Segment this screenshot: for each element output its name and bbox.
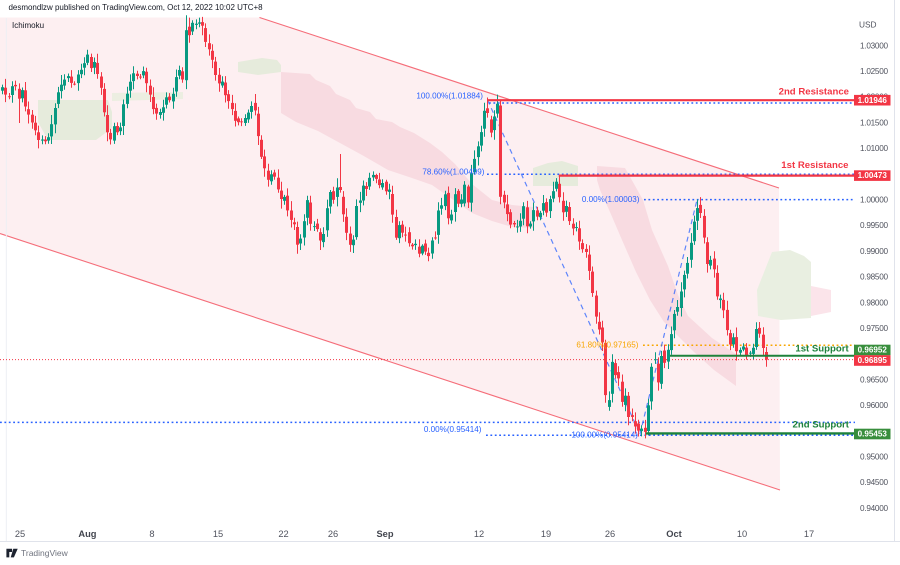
svg-text:1.03000: 1.03000: [860, 41, 889, 50]
svg-text:0.94500: 0.94500: [860, 478, 889, 487]
svg-text:26: 26: [328, 529, 338, 539]
svg-text:0.94000: 0.94000: [860, 504, 889, 513]
svg-text:1.01500: 1.01500: [860, 118, 889, 127]
svg-text:100.00%(1.01884): 100.00%(1.01884): [416, 92, 483, 101]
svg-text:15: 15: [213, 529, 223, 539]
svg-text:2nd Support: 2nd Support: [793, 420, 850, 431]
svg-text:Aug: Aug: [78, 529, 96, 539]
svg-text:61.80%(0.97165): 61.80%(0.97165): [576, 341, 638, 350]
svg-text:10: 10: [737, 529, 747, 539]
svg-text:17: 17: [804, 529, 814, 539]
svg-text:0.96500: 0.96500: [860, 375, 889, 384]
svg-text:8: 8: [149, 529, 154, 539]
svg-text:0.98000: 0.98000: [860, 298, 889, 307]
svg-text:78.60%(1.00499): 78.60%(1.00499): [422, 168, 484, 177]
svg-text:1st Support: 1st Support: [795, 344, 849, 355]
svg-text:0.96952: 0.96952: [858, 346, 888, 355]
svg-text:0.96000: 0.96000: [860, 401, 889, 410]
svg-text:Oct: Oct: [666, 529, 682, 539]
svg-text:1st Resistance: 1st Resistance: [781, 160, 848, 171]
svg-text:0.99000: 0.99000: [860, 247, 889, 256]
svg-text:2nd Resistance: 2nd Resistance: [779, 87, 849, 98]
svg-text:1.02500: 1.02500: [860, 67, 889, 76]
svg-text:1.00000: 1.00000: [860, 195, 889, 204]
svg-text:25: 25: [15, 529, 25, 539]
svg-text:Sep: Sep: [376, 529, 393, 539]
svg-text:1.01946: 1.01946: [858, 96, 888, 105]
svg-text:12: 12: [474, 529, 484, 539]
svg-text:26: 26: [605, 529, 615, 539]
svg-text:0.98500: 0.98500: [860, 273, 889, 282]
svg-text:1.01000: 1.01000: [860, 144, 889, 153]
svg-text:0.99500: 0.99500: [860, 221, 889, 230]
svg-text:0.95453: 0.95453: [858, 430, 888, 439]
svg-text:USD: USD: [859, 19, 877, 29]
svg-text:100.00%(0.95414): 100.00%(0.95414): [571, 431, 638, 440]
svg-text:0.00%(0.95414): 0.00%(0.95414): [424, 425, 482, 434]
svg-text:22: 22: [278, 529, 288, 539]
svg-text:0.00%(1.00003): 0.00%(1.00003): [582, 195, 640, 204]
svg-text:0.96895: 0.96895: [858, 356, 888, 365]
svg-text:19: 19: [541, 529, 551, 539]
svg-text:0.97500: 0.97500: [860, 324, 889, 333]
svg-text:0.95000: 0.95000: [860, 452, 889, 461]
svg-text:1.00473: 1.00473: [858, 171, 888, 180]
svg-text:TradingView: TradingView: [21, 548, 69, 558]
